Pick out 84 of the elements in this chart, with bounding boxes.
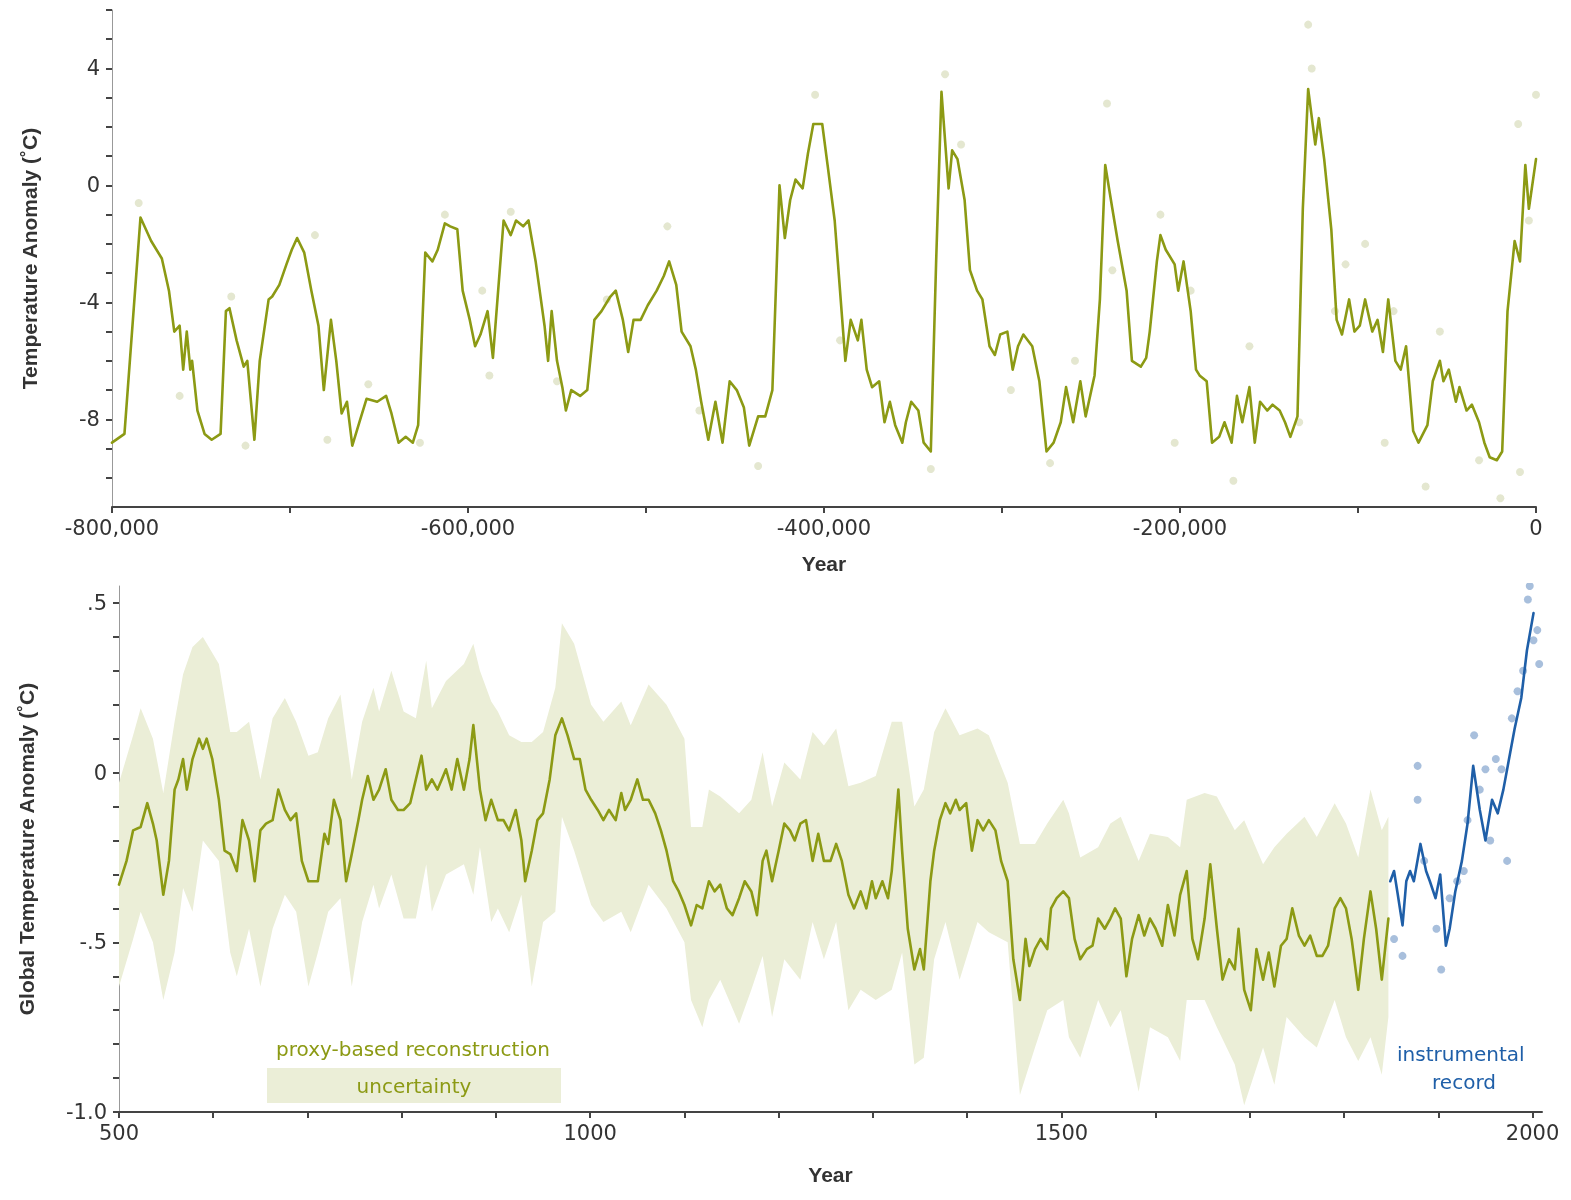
point [1523,595,1532,604]
point [175,391,184,400]
x-axis-title: Year [801,552,847,575]
point [1361,239,1370,248]
point [134,198,143,207]
point [1533,626,1542,635]
point [663,222,672,231]
text: instrumental record [1397,1042,1531,1094]
point [415,438,424,447]
x-tick-label: 1000 [563,1120,617,1145]
point [1170,438,1179,447]
point [1503,856,1512,865]
point [754,462,763,471]
point [310,231,319,240]
y-axis-title: Temperature Anomaly (˚C) [18,127,41,390]
y-tick-label: -.5 [79,930,107,955]
x-tick-label: 2000 [1505,1120,1560,1145]
point [1515,467,1524,476]
point [1514,120,1523,129]
point [1497,765,1506,774]
y-tick-label: -4 [79,290,100,315]
y-tick-label: 0 [86,173,100,198]
point [1524,216,1533,225]
point [506,207,515,216]
point [1398,951,1407,960]
x-axis-title: Year [808,1163,853,1186]
point [364,380,373,389]
point [1535,660,1544,669]
point [1525,583,1534,590]
point [1475,456,1484,465]
x-tick-label: -600,000 [420,515,516,540]
text: proxy-based reconstruction [276,1037,550,1061]
x-tick-label: -800,000 [64,515,160,540]
point [440,210,449,219]
y-axis-title: Global Temperature Anomaly (˚C) [15,682,38,1016]
point [1532,90,1540,99]
point [1390,934,1399,943]
point [811,90,820,99]
point [1341,260,1350,269]
point [478,286,487,295]
point [1421,482,1430,491]
point [1304,20,1313,29]
point [1491,755,1500,764]
y-tick-label: -8 [79,407,100,432]
y-tick-label: 0 [93,760,107,785]
point [1070,356,1079,365]
x-tick-label: -200,000 [1132,515,1228,540]
point [1413,795,1422,804]
point [957,140,966,149]
point [941,70,950,79]
point [485,371,494,380]
x-tick-label: -400,000 [776,515,872,540]
point [1380,438,1389,447]
x-tick-label: 1500 [1034,1120,1089,1145]
point [1470,731,1479,740]
point [1437,965,1446,974]
point [1496,494,1505,503]
point [1432,924,1441,933]
line-series [117,717,1390,1012]
point [241,441,250,450]
y-tick-label: 4 [86,56,100,81]
point [1103,99,1112,108]
point [323,435,332,444]
line-series [1388,611,1535,948]
point [1507,714,1516,723]
point [1046,459,1055,468]
point [1108,266,1117,275]
point [926,465,935,473]
point [1245,342,1254,351]
point [1307,64,1316,73]
point [227,292,236,301]
point [1435,327,1444,336]
point [1529,636,1538,645]
point [1486,836,1495,845]
point [1229,476,1238,485]
x-tick-label: 0 [1529,515,1543,540]
point [1481,765,1490,774]
y-tick-label: .5 [86,590,107,615]
point [1413,761,1422,770]
point [1445,894,1454,903]
point [1006,386,1015,395]
line-series [110,87,1538,462]
point [1513,687,1522,696]
point [1156,210,1165,219]
